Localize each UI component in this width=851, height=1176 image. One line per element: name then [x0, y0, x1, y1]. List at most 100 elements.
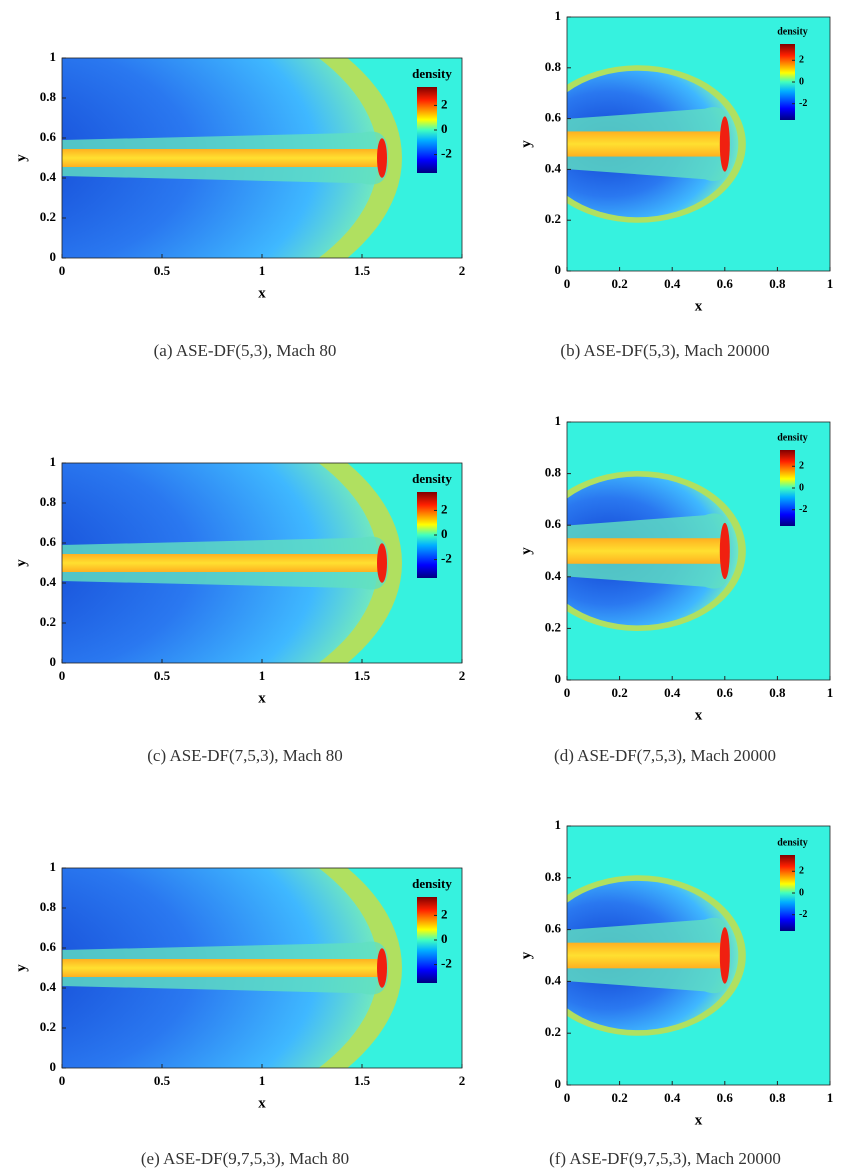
y-tick-label: 0: [555, 671, 562, 686]
colorbar-label: density: [777, 837, 808, 848]
y-tick-label: 0.8: [40, 89, 57, 104]
x-tick-label: 2: [459, 1073, 466, 1088]
colorbar-label: density: [412, 876, 452, 891]
x-tick-label: 0.4: [664, 276, 681, 291]
y-tick-label: 1: [50, 859, 57, 874]
y-tick-label: 1: [555, 8, 562, 23]
density-field: [62, 58, 462, 258]
panel-caption: (b) ASE-DF(5,3), Mach 20000: [560, 341, 769, 360]
colorbar-tick-label: 0: [441, 931, 448, 946]
x-tick-label: 0.5: [154, 263, 171, 278]
jet: [62, 149, 382, 167]
y-tick-label: 0: [50, 249, 57, 264]
colorbar-tick-label: -2: [441, 956, 452, 971]
plot-frame: [566, 16, 831, 272]
x-tick-label: 1.5: [354, 668, 371, 683]
bow-tip: [719, 522, 730, 580]
colorbar-tick-label: 2: [441, 906, 448, 921]
jet: [567, 538, 725, 564]
colorbar-tick-label: 0: [799, 76, 804, 87]
y-axis-label: y: [13, 559, 29, 567]
panel-caption: (e) ASE-DF(9,7,5,3), Mach 80: [141, 1149, 349, 1168]
y-tick-label: 0.8: [545, 869, 562, 884]
y-tick-label: 1: [555, 817, 562, 832]
colorbar: [780, 450, 795, 526]
x-axis-label: x: [695, 1112, 703, 1128]
x-tick-label: 1: [827, 276, 834, 291]
y-tick-label: 0.2: [40, 614, 56, 629]
x-tick-label: 0.6: [717, 685, 734, 700]
y-axis-label: y: [518, 547, 534, 555]
bow-tip: [719, 116, 730, 172]
y-axis-label: y: [13, 964, 29, 972]
x-tick-label: 1: [259, 1073, 266, 1088]
y-tick-label: 0.6: [545, 110, 562, 125]
x-tick-label: 0: [564, 1090, 571, 1105]
x-tick-label: 2: [459, 263, 466, 278]
y-tick-label: 0.8: [545, 465, 562, 480]
y-axis-label: y: [13, 154, 29, 162]
x-tick-label: 0: [59, 263, 66, 278]
bow-tip: [719, 927, 730, 984]
x-tick-label: 0.5: [154, 1073, 171, 1088]
colorbar-tick-label: -2: [441, 551, 452, 566]
colorbar-tick-label: 2: [441, 501, 448, 516]
panel-caption: (a) ASE-DF(5,3), Mach 80: [154, 341, 337, 360]
x-tick-label: 1: [827, 685, 834, 700]
colorbar: [417, 897, 437, 983]
colorbar-tick-label: -2: [799, 504, 807, 515]
panel: 0 0.2 0.4 0.6 0.8 1 0 0.2 0.4 0.6 0.8 1 x y density 2 0 -…: [518, 413, 833, 765]
y-tick-label: 0.2: [545, 211, 561, 226]
colorbar: [780, 855, 795, 931]
x-tick-label: 0.8: [769, 1090, 786, 1105]
density-field: [62, 868, 462, 1068]
colorbar-tick-label: 2: [799, 55, 804, 66]
colorbar: [780, 44, 795, 120]
density-field: [62, 463, 462, 663]
y-tick-label: 0.4: [40, 169, 57, 184]
y-tick-label: 0.4: [40, 574, 57, 589]
y-tick-label: 0.8: [40, 899, 57, 914]
y-tick-label: 0.6: [545, 921, 562, 936]
y-tick-label: 0: [555, 1076, 562, 1091]
colorbar-tick-label: 0: [441, 526, 448, 541]
y-tick-label: 0.6: [40, 939, 57, 954]
x-tick-label: 2: [459, 668, 466, 683]
x-tick-label: 1: [259, 668, 266, 683]
colorbar-tick-label: 2: [799, 461, 804, 472]
colorbar-label: density: [777, 432, 808, 443]
x-tick-label: 0.5: [154, 668, 171, 683]
panel-caption: (f) ASE-DF(9,7,5,3), Mach 20000: [549, 1149, 781, 1168]
x-tick-label: 0.2: [611, 276, 627, 291]
y-tick-label: 0.6: [545, 516, 562, 531]
x-tick-label: 1: [259, 263, 266, 278]
y-tick-label: 0.4: [545, 972, 562, 987]
bow-tip: [377, 948, 387, 988]
bow-tip: [377, 543, 387, 583]
y-tick-label: 0: [50, 1059, 57, 1074]
y-tick-label: 0.8: [545, 59, 562, 74]
panel: 0 0.2 0.4 0.6 0.8 1 0 0.2 0.4 0.6 0.8 1 x y density 2 0 -…: [518, 8, 833, 360]
x-tick-label: 1.5: [354, 263, 371, 278]
x-axis-label: x: [258, 690, 266, 706]
x-tick-label: 0.8: [769, 276, 786, 291]
jet: [62, 554, 382, 572]
colorbar: [417, 492, 437, 578]
x-tick-label: 0.4: [664, 1090, 681, 1105]
x-tick-label: 0.8: [769, 685, 786, 700]
plot-frame: [566, 421, 831, 681]
panel: 0 0.5 1 1.5 2 0 0.2 0.4 0.6 0.8 1 x y density 2 0 -2 (a) …: [13, 49, 466, 360]
y-tick-label: 0: [50, 654, 57, 669]
x-tick-label: 0.2: [611, 1090, 627, 1105]
panel: 0 0.5 1 1.5 2 0 0.2 0.4 0.6 0.8 1 x y density 2 0 -2 (c) …: [13, 454, 466, 765]
x-tick-label: 0: [564, 685, 571, 700]
y-tick-label: 0.4: [545, 160, 562, 175]
colorbar-tick-label: -2: [799, 98, 807, 109]
x-tick-label: 0.6: [717, 276, 734, 291]
colorbar-tick-label: 0: [799, 887, 804, 898]
colorbar-tick-label: -2: [441, 146, 452, 161]
bow-tip: [377, 138, 387, 178]
y-tick-label: 1: [555, 413, 562, 428]
panel: 0 0.2 0.4 0.6 0.8 1 0 0.2 0.4 0.6 0.8 1 x y density 2 0 -…: [518, 817, 833, 1168]
jet: [567, 942, 725, 969]
